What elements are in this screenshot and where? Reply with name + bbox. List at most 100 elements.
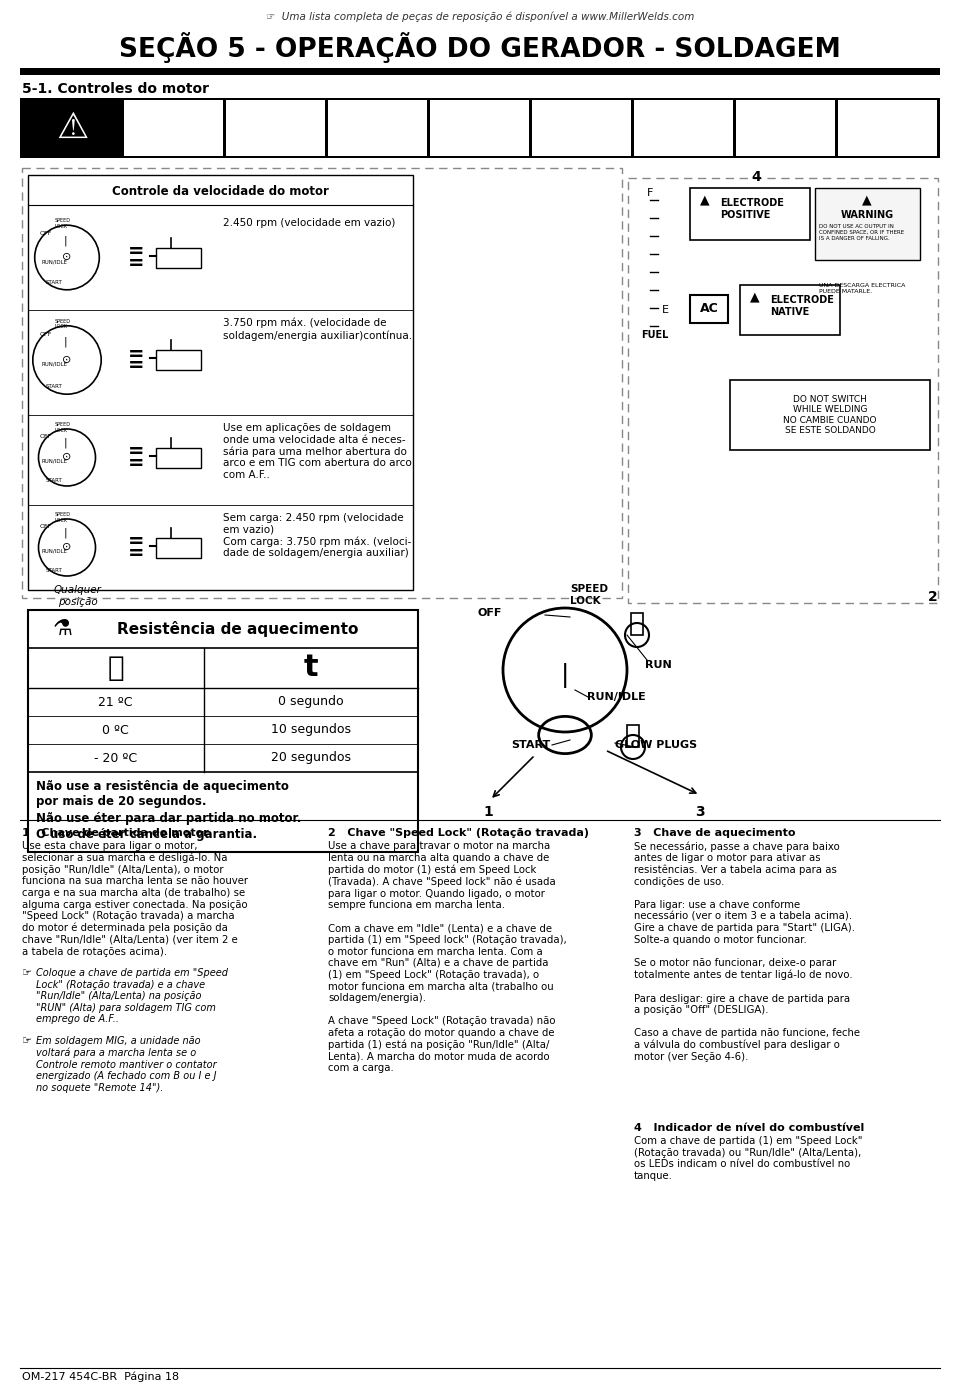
Text: 10 segundos: 10 segundos bbox=[271, 723, 350, 736]
Text: SEÇÃO 5 - OPERAÇÃO DO GERADOR - SOLDAGEM: SEÇÃO 5 - OPERAÇÃO DO GERADOR - SOLDAGEM bbox=[119, 32, 841, 62]
Bar bbox=[226, 100, 325, 157]
Text: ▲: ▲ bbox=[700, 193, 709, 207]
Text: t: t bbox=[303, 654, 318, 682]
Text: SPEED
LOCK: SPEED LOCK bbox=[55, 511, 70, 523]
Bar bbox=[28, 610, 418, 852]
Bar bbox=[634, 100, 733, 157]
Text: 2   Chave "Speed Lock" (Rotação travada): 2 Chave "Speed Lock" (Rotação travada) bbox=[328, 827, 589, 839]
Text: RUN/IDLE: RUN/IDLE bbox=[41, 459, 67, 464]
Text: |: | bbox=[561, 663, 569, 687]
Bar bbox=[22, 168, 622, 597]
Text: START: START bbox=[46, 478, 62, 482]
Bar bbox=[815, 188, 920, 261]
Text: OFF: OFF bbox=[39, 231, 52, 236]
Text: 3   Chave de aquecimento: 3 Chave de aquecimento bbox=[634, 827, 796, 839]
Text: |: | bbox=[63, 527, 67, 538]
Text: =
=: = = bbox=[128, 442, 144, 473]
Text: O uso de éter cancela a garantia.: O uso de éter cancela a garantia. bbox=[36, 827, 257, 841]
Text: Com a chave de partida (1) em "Speed Lock"
(Rotação travada) ou "Run/Idle" (Alta: Com a chave de partida (1) em "Speed Loc… bbox=[634, 1137, 862, 1181]
Text: |: | bbox=[63, 437, 67, 448]
Text: SPEED
LOCK: SPEED LOCK bbox=[55, 218, 70, 229]
Bar bbox=[156, 448, 201, 467]
Text: |: | bbox=[63, 337, 67, 348]
Bar bbox=[20, 68, 940, 75]
Text: E: E bbox=[662, 305, 669, 315]
Text: 3: 3 bbox=[695, 805, 705, 819]
Text: 🌡: 🌡 bbox=[108, 654, 124, 682]
Text: Resistência de aquecimento: Resistência de aquecimento bbox=[117, 621, 359, 638]
Text: ELECTRODE
POSITIVE: ELECTRODE POSITIVE bbox=[720, 198, 784, 219]
Text: ⊙: ⊙ bbox=[62, 542, 72, 553]
Text: RUN/IDLE: RUN/IDLE bbox=[41, 259, 67, 265]
Text: UNA DESCARGA ELECTRICA
PUEDE MATARLE.: UNA DESCARGA ELECTRICA PUEDE MATARLE. bbox=[819, 283, 905, 294]
Bar bbox=[532, 100, 631, 157]
Text: OM-217 454C-BR  Página 18: OM-217 454C-BR Página 18 bbox=[22, 1372, 180, 1382]
Text: RUN/IDLE: RUN/IDLE bbox=[41, 549, 67, 554]
Text: 0 segundo: 0 segundo bbox=[278, 696, 344, 708]
Text: Não use a resistência de aquecimento
por mais de 20 segundos.: Não use a resistência de aquecimento por… bbox=[36, 780, 289, 808]
Text: WARNING: WARNING bbox=[840, 211, 894, 220]
Text: GLOW PLUGS: GLOW PLUGS bbox=[615, 740, 697, 750]
Text: 5-1. Controles do motor: 5-1. Controles do motor bbox=[22, 82, 209, 96]
Text: ⚠: ⚠ bbox=[56, 111, 88, 146]
Text: Use em aplicações de soldagem
onde uma velocidade alta é neces-
sária para uma m: Use em aplicações de soldagem onde uma v… bbox=[223, 423, 412, 480]
Bar bbox=[628, 177, 938, 603]
Bar bbox=[156, 351, 201, 370]
Bar bbox=[430, 100, 529, 157]
Text: 4   Indicador de nível do combustível: 4 Indicador de nível do combustível bbox=[634, 1123, 864, 1132]
Text: Sem carga: 2.450 rpm (velocidade
em vazio)
Com carga: 3.750 rpm máx. (veloci-
da: Sem carga: 2.450 rpm (velocidade em vazi… bbox=[223, 513, 412, 559]
Bar bbox=[736, 100, 835, 157]
Text: =
=: = = bbox=[128, 243, 144, 273]
Text: 0 ºC: 0 ºC bbox=[103, 723, 130, 736]
Bar bbox=[20, 98, 940, 158]
Text: SPEED
LOCK: SPEED LOCK bbox=[570, 585, 608, 606]
Text: SPEED
LOCK: SPEED LOCK bbox=[55, 319, 70, 330]
Text: 3.750 rpm máx. (velocidade de
soldagem/energia auxiliar)contínua.: 3.750 rpm máx. (velocidade de soldagem/e… bbox=[223, 317, 412, 341]
Text: 20 segundos: 20 segundos bbox=[271, 751, 350, 765]
Text: Controle da velocidade do motor: Controle da velocidade do motor bbox=[112, 184, 329, 198]
Text: 1   Chave de partida do motor: 1 Chave de partida do motor bbox=[22, 827, 208, 839]
Text: Use a chave para travar o motor na marcha
lenta ou na marcha alta quando a chave: Use a chave para travar o motor na march… bbox=[328, 841, 566, 1073]
Text: ☞: ☞ bbox=[22, 1035, 32, 1046]
Text: 21 ºC: 21 ºC bbox=[99, 696, 133, 708]
Text: DO NOT USE AC OUTPUT IN
CONFINED SPACE, OR IF THERE
IS A DANGER OF FALLING.: DO NOT USE AC OUTPUT IN CONFINED SPACE, … bbox=[819, 225, 904, 241]
Bar bbox=[631, 614, 643, 635]
Text: OFF: OFF bbox=[39, 434, 52, 439]
Bar bbox=[124, 100, 223, 157]
Bar bbox=[156, 538, 201, 557]
Text: OFF: OFF bbox=[39, 524, 52, 529]
Text: ▲: ▲ bbox=[862, 193, 872, 207]
Bar bbox=[156, 248, 201, 267]
Text: ▲: ▲ bbox=[750, 290, 759, 304]
Text: ⊙: ⊙ bbox=[62, 355, 72, 365]
Text: OFF: OFF bbox=[478, 608, 502, 618]
Text: START: START bbox=[46, 567, 62, 572]
Text: AC: AC bbox=[700, 302, 718, 316]
Bar bbox=[690, 188, 810, 240]
Text: ☞: ☞ bbox=[22, 967, 32, 979]
Bar bbox=[740, 286, 840, 335]
Text: - 20 ºC: - 20 ºC bbox=[94, 751, 137, 765]
Text: F: F bbox=[647, 188, 653, 198]
Text: 4: 4 bbox=[751, 170, 761, 184]
Text: SPEED
LOCK: SPEED LOCK bbox=[55, 423, 70, 432]
Text: 2: 2 bbox=[928, 590, 938, 604]
Bar bbox=[28, 175, 413, 590]
Bar bbox=[730, 380, 930, 450]
Bar bbox=[627, 725, 639, 747]
Text: 1: 1 bbox=[483, 805, 492, 819]
Text: Em soldagem MIG, a unidade não
voltará para a marcha lenta se o
Controle remoto : Em soldagem MIG, a unidade não voltará p… bbox=[36, 1035, 217, 1094]
Text: Se necessário, passe a chave para baixo
antes de ligar o motor para ativar as
re: Se necessário, passe a chave para baixo … bbox=[634, 841, 860, 1062]
Text: =
=: = = bbox=[128, 345, 144, 376]
Text: ⚗: ⚗ bbox=[53, 620, 73, 639]
Text: ☞  Uma lista completa de peças de reposição é disponível a www.MillerWelds.com: ☞ Uma lista completa de peças de reposiç… bbox=[266, 12, 694, 22]
Text: Não use éter para dar partida no motor.: Não use éter para dar partida no motor. bbox=[36, 812, 301, 825]
Text: RUN/IDLE: RUN/IDLE bbox=[587, 692, 646, 701]
Text: Qualquer
posição: Qualquer posição bbox=[54, 585, 102, 607]
Text: FUEL: FUEL bbox=[641, 330, 669, 340]
Bar bbox=[690, 295, 728, 323]
Text: OFF: OFF bbox=[39, 333, 52, 337]
Bar bbox=[838, 100, 937, 157]
Text: ⊙: ⊙ bbox=[62, 252, 72, 262]
Text: RUN/IDLE: RUN/IDLE bbox=[41, 362, 67, 367]
